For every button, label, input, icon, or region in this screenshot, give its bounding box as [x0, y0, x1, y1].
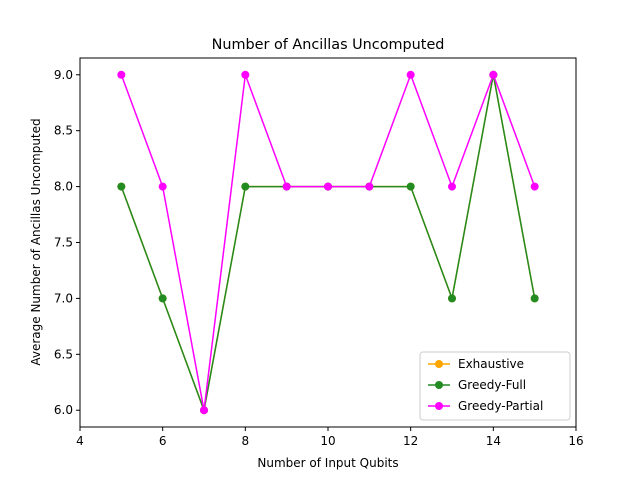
chart-title: Number of Ancillas Uncomputed — [212, 37, 445, 53]
legend-label: Greedy-Full — [458, 378, 526, 392]
y-axis-label: Average Number of Ancillas Uncomputed — [29, 118, 43, 365]
y-tick-label: 6.5 — [54, 347, 73, 361]
data-point-greedy-full — [530, 294, 539, 303]
x-tick-label: 4 — [76, 434, 84, 448]
y-tick-label: 7.5 — [54, 236, 73, 250]
legend: Exhaustive Greedy-Full Greedy-Partial — [419, 351, 571, 421]
x-tick-label: 6 — [159, 434, 167, 448]
legend-label: Greedy-Partial — [458, 399, 543, 413]
y-tick-label: 8.5 — [54, 124, 73, 138]
y-tick-label: 9.0 — [54, 68, 73, 82]
data-point-greedy-partial — [489, 70, 498, 79]
data-point-greedy-full — [158, 294, 167, 303]
data-point-greedy-partial — [200, 406, 208, 415]
data-point-greedy-partial — [241, 70, 250, 79]
x-tick-label: 8 — [242, 434, 250, 448]
x-tick-label: 14 — [486, 434, 501, 448]
data-point-greedy-full — [241, 182, 250, 191]
data-point-greedy-partial — [365, 182, 374, 191]
series-greedy-partial — [117, 70, 539, 415]
x-tick-label: 12 — [403, 434, 418, 448]
data-point-greedy-partial — [282, 182, 291, 191]
data-point-greedy-full — [406, 182, 415, 191]
x-axis: 4 6 8 10 12 14 16 — [76, 427, 584, 448]
legend-box — [419, 351, 571, 421]
legend-swatch-marker — [435, 381, 443, 389]
series-layer — [117, 70, 539, 415]
legend-item-greedy-full: Greedy-Full — [428, 378, 526, 392]
data-point-greedy-partial — [530, 182, 539, 191]
data-point-greedy-partial — [158, 182, 167, 191]
data-point-greedy-partial — [117, 70, 126, 79]
plot-frame — [79, 57, 577, 428]
x-tick-label: 10 — [320, 434, 335, 448]
x-tick-label: 16 — [568, 434, 583, 448]
x-axis-label: Number of Input Qubits — [257, 456, 398, 470]
y-tick-label: 7.0 — [54, 291, 73, 305]
legend-label: Exhaustive — [458, 357, 524, 371]
data-point-greedy-partial — [324, 182, 332, 191]
legend-item-exhaustive: Exhaustive — [428, 357, 524, 371]
legend-swatch-marker — [435, 360, 443, 368]
legend-swatch-marker — [435, 402, 443, 410]
y-axis: 6.0 6.5 7.0 7.5 8.0 8.5 9.0 — [54, 68, 80, 417]
data-point-greedy-full — [448, 294, 456, 303]
y-tick-label: 8.0 — [54, 180, 73, 194]
data-point-greedy-partial — [406, 70, 415, 79]
y-tick-label: 6.0 — [54, 403, 73, 417]
data-point-greedy-partial — [448, 182, 456, 191]
data-point-greedy-full — [117, 182, 126, 191]
legend-item-greedy-partial: Greedy-Partial — [428, 399, 543, 413]
